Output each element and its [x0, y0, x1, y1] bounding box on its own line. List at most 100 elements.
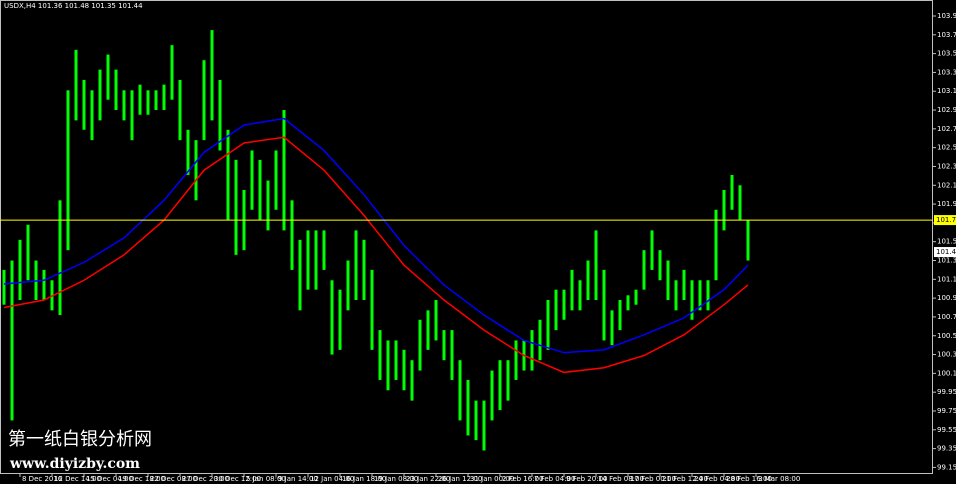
- price-bar: [82, 79, 86, 130]
- price-bar: [258, 159, 262, 221]
- price-bar: [506, 360, 510, 401]
- price-bar: [450, 330, 454, 380]
- price-bar: [746, 220, 750, 261]
- price-bar: [194, 140, 198, 201]
- chart-header: USDX,H4 101.36 101.48 101.35 101.44: [4, 2, 143, 10]
- price-bar: [250, 150, 254, 210]
- y-tick-label: 103.75: [937, 31, 956, 39]
- x-tick-label: 27 Dec 20:00: [182, 475, 229, 483]
- price-bar: [386, 340, 390, 391]
- x-tick-label: 26 Jan 12:00: [438, 475, 482, 483]
- price-bar: [530, 330, 534, 371]
- x-tick-label: 19 Dec 18:00: [118, 475, 165, 483]
- price-bar: [74, 49, 78, 121]
- price-bar: [402, 349, 406, 391]
- price-bar: [538, 319, 542, 361]
- y-tick-label: 100.55: [937, 332, 956, 340]
- x-tick-label: 5 Jan 08:00: [246, 475, 286, 483]
- price-bar: [562, 289, 566, 320]
- y-tick-label: 103.55: [937, 50, 956, 58]
- x-tick-label: 9 Feb 20:00: [566, 475, 607, 483]
- moving-average: [3, 136, 749, 374]
- y-tick-label: 99.55: [937, 426, 956, 434]
- price-bar: [730, 174, 734, 210]
- price-bar: [618, 300, 622, 331]
- y-tick-label: 100.75: [937, 313, 956, 321]
- y-tick-label: 103.95: [937, 12, 956, 20]
- price-bar: [66, 90, 70, 251]
- x-tick-label: 15 Dec 04:00: [86, 475, 133, 483]
- price-bar: [474, 400, 478, 441]
- x-tick-label: 2 Feb 16:00: [502, 475, 543, 483]
- price-line-label: 101.78: [936, 216, 956, 224]
- price-bar: [98, 69, 102, 121]
- price-bar: [234, 159, 238, 255]
- last-price-tag: [934, 247, 956, 258]
- price-bar: [394, 340, 398, 380]
- price-bar: [10, 260, 14, 421]
- price-bar: [498, 360, 502, 411]
- y-tick-label: 102.55: [937, 144, 956, 152]
- price-bar: [570, 269, 574, 311]
- y-tick-label: 100.15: [937, 369, 956, 377]
- price-bar: [586, 260, 590, 301]
- price-bar: [186, 129, 190, 175]
- x-tick-label: 23 Jan 22:00: [406, 475, 450, 483]
- price-bar: [674, 280, 678, 311]
- price-bar: [490, 370, 494, 421]
- price-bar: [698, 280, 702, 311]
- price-bar: [146, 90, 150, 115]
- price-bar: [434, 300, 438, 341]
- y-tick-label: 99.15: [937, 463, 956, 471]
- price-bar: [282, 110, 286, 231]
- y-tick-label: 102.35: [937, 162, 956, 170]
- x-tick-label: 16 Jan 18:00: [342, 475, 386, 483]
- price-bar: [458, 360, 462, 421]
- price-bar: [178, 79, 182, 141]
- price-bar: [42, 269, 46, 301]
- price-bar: [626, 295, 630, 311]
- y-tick-label: 101.35: [937, 257, 956, 265]
- price-bar: [338, 289, 342, 350]
- price-bar: [210, 30, 214, 121]
- price-bar: [298, 239, 302, 311]
- y-tick-label: 102.15: [937, 181, 956, 189]
- price-bar: [218, 79, 222, 151]
- y-tick-label: 103.15: [937, 87, 956, 95]
- price-bar: [418, 319, 422, 371]
- price-bar: [602, 269, 606, 341]
- x-tick-label: 9 Jan 14:00: [278, 475, 318, 483]
- price-bar: [682, 269, 686, 301]
- price-bar: [322, 230, 326, 270]
- y-tick-label: 99.95: [937, 388, 956, 396]
- price-line-tag: [934, 215, 956, 226]
- price-bar: [378, 330, 382, 380]
- price-bar: [90, 90, 94, 141]
- price-bar: [266, 180, 270, 231]
- y-tick-label: 100.35: [937, 351, 956, 359]
- x-tick-label: 8 Dec 2016: [22, 475, 63, 483]
- price-bar: [202, 60, 206, 141]
- x-tick-label: 21 Feb 12:00: [662, 475, 708, 483]
- watermark: www.diyizby.com: [9, 456, 140, 472]
- x-tick-label: 3 Mar 08:00: [758, 475, 800, 483]
- price-bar: [466, 379, 470, 436]
- price-bar: [330, 280, 334, 355]
- y-tick-label: 101.95: [937, 200, 956, 208]
- price-bar: [226, 129, 230, 221]
- price-bar: [634, 289, 638, 305]
- price-bar: [306, 230, 310, 290]
- price-bar: [578, 280, 582, 311]
- price-bar: [154, 90, 158, 111]
- price-bar: [594, 230, 598, 301]
- price-bar: [642, 250, 646, 290]
- y-tick-label: 101.55: [937, 238, 956, 246]
- x-tick-label: 24 Feb 04:00: [694, 475, 740, 483]
- price-bar: [610, 310, 614, 346]
- price-bar: [290, 200, 294, 270]
- price-bar: [170, 45, 174, 100]
- x-tick-label: 31 Jan 00:00: [470, 475, 514, 483]
- x-tick-label: 30 Dec 12:00: [214, 475, 261, 483]
